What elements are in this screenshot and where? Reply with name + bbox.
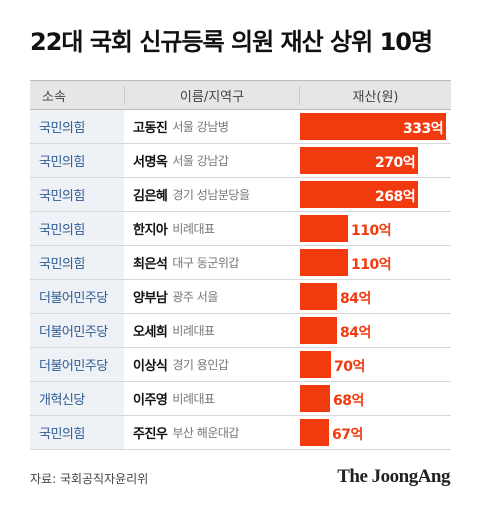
asset-value-label: 84억 [340, 291, 371, 307]
asset-value-label: 110억 [351, 257, 392, 273]
asset-value-label: 268억 [375, 189, 416, 205]
asset-value-label: 70억 [334, 359, 365, 375]
bar-cell: 68억 [300, 382, 451, 415]
member-region: 경기 성남분당을 [172, 188, 250, 202]
table-body: 국민의힘 고동진 서울 강남병 333억 국민의힘 서명옥 서울 강남갑 270억 국민의힘 김은… [30, 110, 451, 450]
asset-bar [300, 283, 337, 310]
party-label: 국민의힘 [30, 416, 124, 449]
asset-bar [300, 249, 348, 276]
source-note: 자료: 국회공직자윤리위 [30, 472, 149, 486]
party-label: 국민의힘 [30, 246, 124, 279]
table-row: 국민의힘 김은혜 경기 성남분당을 268억 [30, 178, 451, 212]
party-label: 더불어민주당 [30, 348, 124, 381]
member-name: 김은혜 [133, 189, 168, 204]
asset-bar [300, 215, 348, 242]
asset-bar [300, 351, 331, 378]
member-region: 광주 서을 [172, 290, 218, 304]
party-label: 더불어민주당 [30, 314, 124, 347]
bar-cell: 270억 [300, 144, 451, 177]
member-name: 오세희 [133, 325, 168, 340]
name-cell: 김은혜 경기 성남분당을 [124, 185, 300, 204]
member-region: 비례대표 [172, 222, 215, 236]
table-row: 국민의힘 서명옥 서울 강남갑 270억 [30, 144, 451, 178]
party-label: 국민의힘 [30, 144, 124, 177]
asset-bar [300, 147, 418, 174]
name-cell: 주진우 부산 해운대갑 [124, 423, 300, 442]
asset-value-label: 270억 [375, 155, 416, 171]
table-row: 국민의힘 한지아 비례대표 110억 [30, 212, 451, 246]
member-region: 대구 동군위갑 [172, 256, 239, 270]
table-row: 더불어민주당 오세희 비례대표 84억 [30, 314, 451, 348]
asset-bar [300, 385, 330, 412]
member-name: 최은석 [133, 257, 168, 272]
header-name: 이름/지역구 [124, 85, 300, 105]
member-region: 서울 강남갑 [172, 154, 229, 168]
table-row: 국민의힘 주진우 부산 해운대갑 67억 [30, 416, 451, 450]
member-name: 한지아 [133, 223, 168, 238]
name-cell: 고동진 서울 강남병 [124, 117, 300, 136]
party-label: 국민의힘 [30, 212, 124, 245]
header-party: 소속 [42, 89, 66, 105]
bar-cell: 268억 [300, 178, 451, 211]
member-name: 서명옥 [133, 155, 168, 170]
bar-cell: 110억 [300, 246, 451, 279]
name-cell: 서명옥 서울 강남갑 [124, 151, 300, 170]
member-region: 비례대표 [172, 324, 215, 338]
party-label: 국민의힘 [30, 110, 124, 143]
asset-value-label: 68억 [333, 393, 364, 409]
brand-logo: The JoongAng [337, 466, 450, 487]
bar-cell: 67억 [300, 416, 451, 449]
asset-bar [300, 419, 329, 446]
name-cell: 이상식 경기 용인갑 [124, 355, 300, 374]
name-cell: 양부남 광주 서을 [124, 287, 300, 306]
bar-cell: 84억 [300, 314, 451, 347]
name-cell: 오세희 비례대표 [124, 321, 300, 340]
member-region: 경기 용인갑 [172, 358, 229, 372]
member-name: 이상식 [133, 359, 168, 374]
name-cell: 이주영 비례대표 [124, 389, 300, 408]
party-label: 더불어민주당 [30, 280, 124, 313]
table-row: 국민의힘 최은석 대구 동군위갑 110억 [30, 246, 451, 280]
header-asset: 재산(원) [352, 89, 399, 105]
member-name: 주진우 [133, 427, 168, 442]
member-name: 이주영 [133, 393, 168, 408]
member-region: 부산 해운대갑 [172, 426, 239, 440]
bar-cell: 110억 [300, 212, 451, 245]
asset-value-label: 84억 [340, 325, 371, 341]
table-row: 개혁신당 이주영 비례대표 68억 [30, 382, 451, 416]
asset-bar [300, 181, 418, 208]
name-cell: 최은석 대구 동군위갑 [124, 253, 300, 272]
asset-bar [300, 317, 337, 344]
member-name: 양부남 [133, 291, 168, 306]
asset-bar [300, 113, 446, 140]
bar-cell: 70억 [300, 348, 451, 381]
asset-table: 소속 이름/지역구 재산(원) 국민의힘 고동진 서울 강남병 333억 국민의힘 서명옥… [30, 80, 451, 450]
member-region: 서울 강남병 [172, 120, 229, 134]
party-label: 국민의힘 [30, 178, 124, 211]
asset-value-label: 67억 [332, 427, 363, 443]
asset-value-label: 333억 [403, 121, 444, 137]
asset-value-label: 110억 [351, 223, 392, 239]
table-header: 소속 이름/지역구 재산(원) [30, 80, 451, 110]
member-name: 고동진 [133, 121, 168, 136]
chart-title: 22대 국회 신규등록 의원 재산 상위 10명 [30, 28, 433, 56]
bar-cell: 333억 [300, 110, 451, 143]
party-label: 개혁신당 [30, 382, 124, 415]
bar-cell: 84억 [300, 280, 451, 313]
table-row: 국민의힘 고동진 서울 강남병 333억 [30, 110, 451, 144]
name-cell: 한지아 비례대표 [124, 219, 300, 238]
table-row: 더불어민주당 양부남 광주 서을 84억 [30, 280, 451, 314]
member-region: 비례대표 [172, 392, 215, 406]
table-row: 더불어민주당 이상식 경기 용인갑 70억 [30, 348, 451, 382]
